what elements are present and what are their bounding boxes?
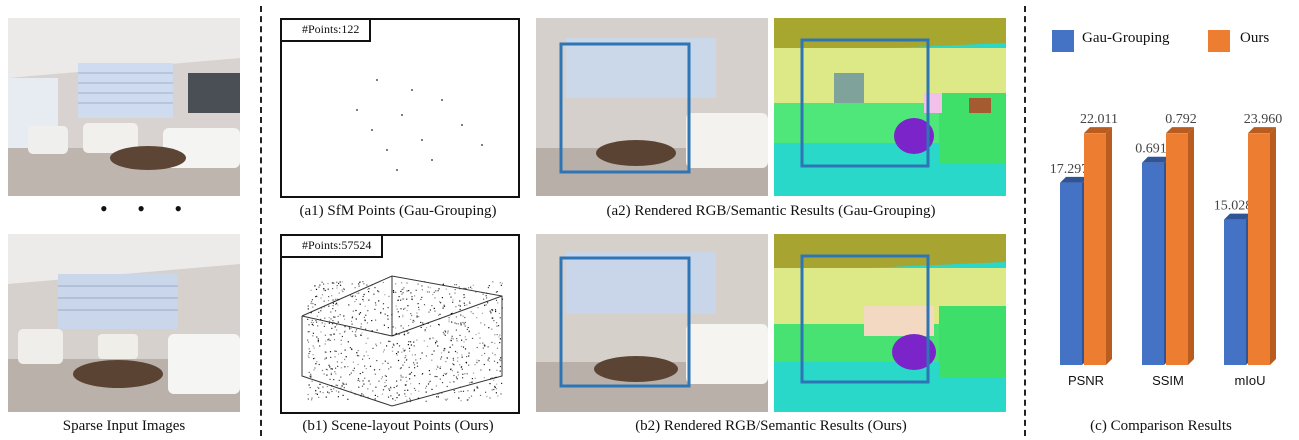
bar-Gau-Grouping-mIoU — [1224, 219, 1246, 365]
comparison-bar-chart: 17.297 22.011 PSNR 0.691 0.792 SSIM 15.028 23.9… — [1050, 112, 1283, 388]
a1-caption: (a1) SfM Points (Gau-Grouping) — [299, 203, 497, 219]
bar-top-Gau-Grouping-mIoU — [1224, 213, 1252, 220]
b1-caption: (b1) Scene-layout Points (Ours) — [302, 418, 494, 434]
bar-side-Ours-mIoU — [1270, 127, 1276, 365]
scene-layout-points-panel: #Points:57524 — [280, 234, 520, 414]
bar-top-Ours-mIoU — [1248, 127, 1276, 134]
gau-grouping-semantic-render — [774, 18, 1006, 196]
bar-side-Ours-PSNR — [1106, 127, 1112, 365]
legend-swatch-gau-grouping — [1052, 30, 1074, 52]
data-label-Ours-mIoU: 23.960 — [1244, 112, 1283, 127]
data-label-Ours-SSIM: 0.792 — [1165, 112, 1197, 127]
a2-caption: (a2) Rendered RGB/Semantic Results (Gau-… — [606, 203, 936, 219]
bar-side-Ours-SSIM — [1188, 127, 1194, 365]
bar-top-Ours-SSIM — [1166, 127, 1194, 134]
bar-Gau-Grouping-PSNR — [1060, 182, 1082, 365]
bar-top-Gau-Grouping-SSIM — [1142, 156, 1170, 163]
input-caption: Sparse Input Images — [62, 418, 186, 434]
gau-grouping-rgb-render — [536, 18, 768, 196]
b2-caption: (b2) Rendered RGB/Semantic Results (Ours… — [635, 418, 907, 434]
legend-swatch-ours — [1208, 30, 1230, 52]
ellipsis: • • • — [100, 196, 195, 221]
data-label-Gau-Grouping-PSNR: 17.297 — [1050, 162, 1089, 177]
bar-Gau-Grouping-SSIM — [1142, 162, 1164, 365]
divider-left — [260, 6, 262, 436]
input-image-top — [8, 18, 240, 196]
legend-label-gau-grouping: Gau-Grouping — [1082, 30, 1170, 46]
tick-label-mIoU: mIoU — [1234, 373, 1265, 388]
ours-semantic-render — [774, 234, 1006, 412]
bar-top-Gau-Grouping-PSNR — [1060, 176, 1088, 183]
data-label-Gau-Grouping-SSIM: 0.691 — [1135, 142, 1167, 157]
points-count-label: #Points:57524 — [282, 236, 384, 258]
sfm-points-panel: #Points:122 — [280, 18, 520, 198]
legend-label-ours: Ours — [1240, 30, 1270, 46]
tick-label-PSNR: PSNR — [1068, 373, 1104, 388]
data-label-Ours-PSNR: 22.011 — [1080, 112, 1118, 127]
input-image-bottom — [8, 234, 240, 412]
bar-Ours-PSNR — [1084, 133, 1106, 365]
points-count-label: #Points:122 — [282, 20, 372, 42]
c-caption: (c) Comparison Results — [1090, 418, 1232, 434]
tick-label-SSIM: SSIM — [1152, 373, 1184, 388]
ours-rgb-render — [536, 234, 768, 412]
bar-Ours-mIoU — [1248, 133, 1270, 365]
bar-Ours-SSIM — [1166, 133, 1188, 365]
divider-right — [1024, 6, 1026, 436]
data-label-Gau-Grouping-mIoU: 15.028 — [1214, 199, 1253, 214]
bar-top-Ours-PSNR — [1084, 127, 1112, 134]
